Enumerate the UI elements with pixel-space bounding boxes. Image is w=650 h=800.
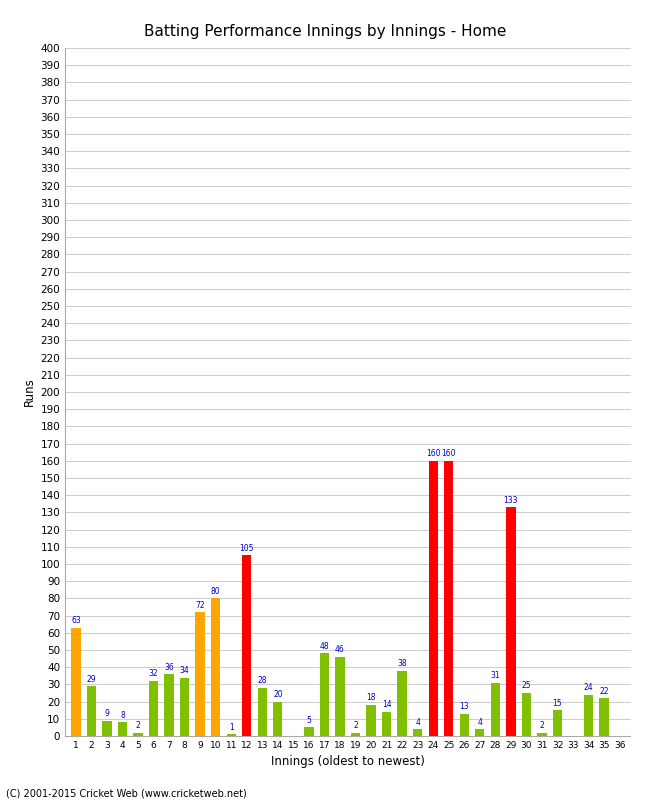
Bar — [320, 654, 329, 736]
Bar — [72, 628, 81, 736]
Text: Batting Performance Innings by Innings - Home: Batting Performance Innings by Innings -… — [144, 24, 506, 39]
Bar — [413, 729, 422, 736]
Bar — [273, 702, 283, 736]
Bar — [552, 710, 562, 736]
Text: 28: 28 — [257, 676, 267, 686]
Y-axis label: Runs: Runs — [23, 378, 36, 406]
Bar — [227, 734, 236, 736]
Bar — [584, 694, 593, 736]
Bar — [367, 705, 376, 736]
Bar — [242, 555, 252, 736]
Bar — [460, 714, 469, 736]
Bar — [444, 461, 454, 736]
X-axis label: Innings (oldest to newest): Innings (oldest to newest) — [271, 755, 424, 769]
Text: 2: 2 — [353, 721, 358, 730]
Bar — [491, 682, 500, 736]
Text: 31: 31 — [491, 671, 500, 680]
Text: 13: 13 — [460, 702, 469, 711]
Text: 14: 14 — [382, 700, 391, 710]
Bar — [475, 729, 484, 736]
Bar — [428, 461, 438, 736]
Bar — [304, 727, 313, 736]
Text: (C) 2001-2015 Cricket Web (www.cricketweb.net): (C) 2001-2015 Cricket Web (www.cricketwe… — [6, 788, 247, 798]
Text: 29: 29 — [86, 674, 96, 683]
Bar — [506, 507, 515, 736]
Bar — [382, 712, 391, 736]
Bar — [257, 688, 267, 736]
Text: 4: 4 — [415, 718, 420, 726]
Text: 5: 5 — [306, 716, 311, 725]
Bar — [351, 733, 360, 736]
Text: 160: 160 — [426, 450, 441, 458]
Text: 34: 34 — [180, 666, 190, 675]
Text: 36: 36 — [164, 662, 174, 671]
Bar — [180, 678, 189, 736]
Text: 80: 80 — [211, 587, 220, 596]
Text: 18: 18 — [367, 694, 376, 702]
Text: 4: 4 — [477, 718, 482, 726]
Bar — [397, 670, 407, 736]
Text: 72: 72 — [196, 601, 205, 610]
Bar — [86, 686, 96, 736]
Text: 15: 15 — [552, 698, 562, 708]
Text: 24: 24 — [584, 683, 593, 692]
Text: 1: 1 — [229, 722, 233, 732]
Bar — [599, 698, 609, 736]
Text: 2: 2 — [136, 721, 140, 730]
Text: 25: 25 — [521, 682, 531, 690]
Bar — [538, 733, 547, 736]
Bar — [149, 681, 158, 736]
Text: 32: 32 — [149, 670, 159, 678]
Text: 38: 38 — [397, 659, 407, 668]
Bar — [102, 721, 112, 736]
Text: 63: 63 — [71, 616, 81, 625]
Text: 20: 20 — [273, 690, 283, 699]
Text: 105: 105 — [239, 544, 254, 553]
Text: 133: 133 — [504, 496, 518, 505]
Bar — [133, 733, 143, 736]
Text: 160: 160 — [441, 450, 456, 458]
Bar — [118, 722, 127, 736]
Text: 2: 2 — [540, 721, 544, 730]
Text: 46: 46 — [335, 646, 345, 654]
Bar — [164, 674, 174, 736]
Text: 48: 48 — [320, 642, 330, 651]
Bar — [335, 657, 345, 736]
Text: 8: 8 — [120, 710, 125, 720]
Bar — [522, 693, 531, 736]
Bar — [211, 598, 220, 736]
Bar — [196, 612, 205, 736]
Text: 9: 9 — [105, 709, 109, 718]
Text: 22: 22 — [599, 686, 609, 695]
